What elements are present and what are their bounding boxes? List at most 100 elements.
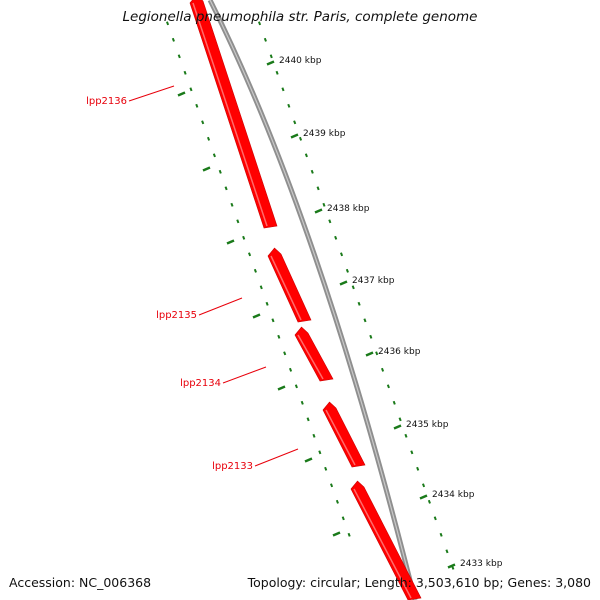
tick-dot xyxy=(224,186,228,191)
gene-arrow[interactable] xyxy=(350,480,422,600)
tick-dot xyxy=(310,169,314,174)
tick-dot xyxy=(293,120,297,125)
tick-dot xyxy=(289,367,293,372)
tick-dot xyxy=(218,169,222,174)
gene-label[interactable]: lpp2135 xyxy=(156,310,197,321)
ruler-label: 2437 kbp xyxy=(352,276,395,286)
tick-dot xyxy=(281,87,285,92)
tick-dot xyxy=(183,70,187,75)
gene-arrow[interactable] xyxy=(267,247,312,323)
ruler-major-tick xyxy=(419,494,428,500)
gene-highlight xyxy=(270,255,302,321)
tick-dot xyxy=(381,367,385,372)
tick-dot xyxy=(294,384,298,389)
tick-dot xyxy=(177,54,181,59)
tick-dot xyxy=(171,37,175,42)
ruler-label: 2440 kbp xyxy=(279,56,322,66)
tick-dot xyxy=(189,87,193,92)
tick-dot xyxy=(275,70,279,75)
gene-highlight xyxy=(353,488,412,599)
tick-dot xyxy=(258,21,262,26)
tick-dot xyxy=(422,483,426,488)
inner-major-tick xyxy=(304,457,313,463)
tick-dot xyxy=(259,285,263,290)
tick-dot xyxy=(369,334,373,339)
genome-summary-text: Topology: circular; Length: 3,503,610 bp… xyxy=(247,575,591,590)
tick-dot xyxy=(445,549,449,554)
ruler-label: 2439 kbp xyxy=(303,129,346,139)
tick-dot xyxy=(230,202,234,207)
tick-dot xyxy=(398,417,402,422)
ruler-major-tick xyxy=(290,133,299,139)
tick-dot xyxy=(201,120,205,125)
inner-tick-dots xyxy=(165,21,351,537)
tick-dot xyxy=(351,285,355,290)
tick-dot xyxy=(375,351,379,356)
gene-leader-line xyxy=(128,85,175,102)
inner-major-tick xyxy=(252,313,261,319)
tick-dot xyxy=(263,37,267,42)
tick-dot xyxy=(253,268,257,273)
tick-dot xyxy=(299,136,303,141)
tick-dot xyxy=(433,516,437,521)
ruler-major-tick xyxy=(266,60,275,66)
ruler-major-tick xyxy=(393,424,402,430)
ruler-ticks: 2440 kbp 2439 kbp 2438 kbp 2437 kbp 2436 kbp… xyxy=(177,56,503,569)
gene-arrow[interactable] xyxy=(294,326,334,382)
tick-dot xyxy=(287,103,291,108)
inner-major-tick xyxy=(332,531,341,537)
inner-major-tick xyxy=(277,385,286,391)
ruler-label: 2434 kbp xyxy=(432,490,475,500)
gene-highlight xyxy=(297,334,324,380)
tick-dot xyxy=(212,153,216,158)
tick-dot xyxy=(340,252,344,257)
tick-dot xyxy=(427,499,431,504)
gene-label[interactable]: lpp2134 xyxy=(180,378,221,389)
gene-label[interactable]: lpp2133 xyxy=(212,461,253,472)
ruler-label: 2438 kbp xyxy=(327,204,370,214)
gene-leader-line xyxy=(222,366,267,384)
ruler-major-tick xyxy=(314,208,323,214)
tick-dot xyxy=(330,483,334,488)
genes-layer xyxy=(189,0,422,600)
tick-dot xyxy=(341,516,345,521)
gene-leader-line xyxy=(198,297,243,316)
tick-dot xyxy=(283,351,287,356)
outer-tick-dots xyxy=(258,21,455,570)
inner-major-tick xyxy=(226,239,235,245)
map-title: Legionella pneumophila str. Paris, compl… xyxy=(122,9,478,25)
tick-dot xyxy=(265,301,269,306)
tick-dot xyxy=(416,466,420,471)
tick-dot xyxy=(318,450,322,455)
tick-dot xyxy=(334,235,338,240)
tick-dot xyxy=(312,433,316,438)
gene-leader-line xyxy=(254,448,299,467)
gene-arrow[interactable] xyxy=(189,0,278,229)
tick-dot xyxy=(306,417,310,422)
tick-dot xyxy=(392,400,396,405)
tick-dot xyxy=(328,219,332,224)
tick-dot xyxy=(248,252,252,257)
tick-dot xyxy=(439,532,443,537)
gene-label[interactable]: lpp2136 xyxy=(86,96,127,107)
tick-dot xyxy=(316,186,320,191)
tick-dot xyxy=(386,384,390,389)
gene-highlight xyxy=(192,2,268,227)
accession-text: Accession: NC_006368 xyxy=(9,575,152,590)
tick-dot xyxy=(300,400,304,405)
gene-labels: lpp2136 lpp2135 lpp2134 lpp2133 xyxy=(86,85,299,472)
tick-dot xyxy=(207,136,211,141)
ruler-label: 2433 kbp xyxy=(460,559,503,569)
ruler-label: 2435 kbp xyxy=(406,420,449,430)
tick-dot xyxy=(322,202,326,207)
tick-dot xyxy=(242,235,246,240)
tick-dot xyxy=(304,153,308,158)
tick-dot xyxy=(271,318,275,323)
tick-dot xyxy=(347,532,351,537)
ruler-major-tick xyxy=(447,563,456,569)
tick-dot xyxy=(345,268,349,273)
ruler-major-tick xyxy=(339,280,348,286)
gene-arrow[interactable] xyxy=(322,401,366,468)
tick-dot xyxy=(324,466,328,471)
